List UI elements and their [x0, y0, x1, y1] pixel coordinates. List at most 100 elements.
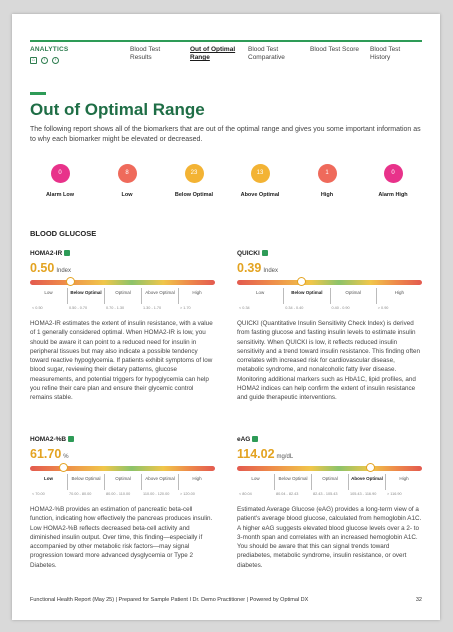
zone-label: Optimal: [311, 474, 348, 490]
marker-name-text: QUICKI: [237, 250, 260, 257]
marker-description: HOMA2-IR estimates the extent of insulin…: [30, 320, 213, 402]
zone-ranges: < 80.04 80.04 - 82.43 82.43 - 105.43 105.43…: [237, 492, 422, 498]
legend-label: Alarm High: [378, 192, 408, 198]
marker-value: 0.50 Index: [30, 259, 215, 277]
section-heading: BLOOD GLUCOSE: [30, 229, 97, 238]
marker-value-number: 0.39: [237, 261, 262, 275]
legend-item: 0 Alarm Low: [30, 164, 90, 198]
gauge-marker: [365, 463, 375, 472]
zone-range: 1.30 - 1.70: [143, 306, 162, 310]
marker-value: 61.70%: [30, 445, 215, 463]
zone-label: High: [385, 474, 422, 490]
marker-unit: Index: [263, 268, 279, 274]
marker-unit: Index: [56, 268, 72, 274]
zone-label: High: [178, 474, 215, 490]
zone-range: < 0.50: [32, 306, 43, 310]
zone-range: 0.50 - 0.70: [69, 306, 88, 310]
legend-label: Above Optimal: [240, 192, 280, 198]
marker-name: QUICKI: [237, 250, 422, 257]
gauge-marker: [297, 277, 307, 286]
marker-name-text: HOMA2-IR: [30, 250, 63, 257]
tab-out-of-optimal-range[interactable]: Out of Optimal Range: [190, 46, 236, 61]
marker-name: HOMA2-IR: [30, 250, 215, 257]
info-icon[interactable]: [252, 436, 259, 442]
info-icon[interactable]: [64, 250, 71, 256]
marker-card-homa2-b: HOMA2-%B 61.70% Low Below Optimal Optimal Abo…: [30, 436, 215, 570]
zone-label: Below Optimal: [274, 474, 311, 490]
zone-range: 110.00 - 120.00: [143, 492, 170, 496]
range-gauge: [237, 277, 422, 286]
zone-label: High: [375, 288, 422, 304]
nav-brand: ANALYTICS: [30, 46, 69, 53]
legend-item: 23 Below Optimal: [164, 164, 224, 198]
info-icon[interactable]: [68, 436, 75, 442]
zone-label: Below Optimal: [67, 474, 104, 490]
page-intro: The following report shows all of the bi…: [30, 126, 421, 143]
range-gauge: [30, 277, 215, 286]
zone-ranges: < 0.50 0.50 - 0.70 0.70 - 1.30 1.30 - 1.70 >…: [30, 306, 215, 312]
marker-description: QUICKI (Quantitative Insulin Sensitivity…: [237, 320, 420, 402]
marker-name: HOMA2-%B: [30, 436, 215, 443]
page-number: 32: [415, 597, 422, 603]
marker-description: HOMA2-%B provides an estimation of pancr…: [30, 506, 213, 569]
zone-labels: Low Below Optimal Optimal High: [237, 288, 422, 304]
zone-labels: Low Below Optimal Optimal Above Optimal High: [30, 474, 215, 490]
legend-item: 0 Alarm High: [363, 164, 423, 198]
info-icon[interactable]: [261, 250, 268, 256]
range-gauge: [237, 463, 422, 472]
tab-blood-test-results[interactable]: Blood Test Results: [130, 46, 161, 61]
zone-label: Optimal: [104, 288, 141, 304]
marker-value: 114.02 mg/dL: [237, 445, 422, 463]
title-accent: [30, 92, 46, 95]
page-title: Out of Optimal Range: [30, 100, 205, 119]
zone-range: 105.43 - 116.90: [350, 492, 377, 496]
tab-blood-test-score[interactable]: Blood Test Score: [310, 46, 360, 53]
zone-label: Low: [44, 476, 53, 481]
legend-item: 13 Above Optimal: [230, 164, 290, 198]
zone-range: 70.00 - 80.00: [69, 492, 92, 496]
legend-count-badge: 1: [317, 164, 337, 183]
legend-count-badge: 8: [117, 164, 137, 183]
zone-ranges: < 70.00 70.00 - 80.00 80.00 - 110.00 110.00…: [30, 492, 215, 498]
zone-label: Optimal: [329, 288, 376, 304]
nav-icon-group: ⌂ ‹ ›: [30, 57, 59, 64]
forward-icon[interactable]: ›: [52, 57, 59, 64]
marker-value-number: 114.02: [237, 447, 275, 461]
zone-range: 80.04 - 82.43: [276, 492, 299, 496]
home-icon[interactable]: ⌂: [30, 57, 37, 64]
zone-range: > 0.90: [377, 306, 389, 310]
tab-blood-test-history[interactable]: Blood Test History: [370, 46, 401, 61]
zone-label: Above Optimal: [141, 474, 178, 490]
zone-label: Low: [255, 290, 265, 295]
marker-unit: %: [63, 454, 69, 460]
zone-range: 0.34 - 0.40: [285, 306, 304, 310]
zone-label: Low: [44, 290, 53, 295]
legend-label: Alarm Low: [45, 192, 75, 198]
legend-count-badge: 23: [184, 164, 204, 183]
marker-card-eag: eAG 114.02 mg/dL Low Below Optimal Optimal Abo…: [237, 436, 422, 570]
footer-text: Functional Health Report (May 25) | Prep…: [30, 597, 309, 603]
range-gauge: [30, 463, 215, 472]
marker-name-text: eAG: [237, 436, 251, 443]
tab-blood-test-comparative[interactable]: Blood Test Comparative: [248, 46, 285, 61]
marker-card-quicki: QUICKI 0.39 Index Low Below Optimal Optimal Hi…: [237, 250, 422, 403]
zone-label: High: [178, 288, 215, 304]
marker-name: eAG: [237, 436, 422, 443]
marker-value-number: 61.70: [30, 447, 62, 461]
report-nav: ANALYTICS ⌂ ‹ › Blood Test Results Out o…: [30, 40, 422, 80]
zone-label: Low: [251, 476, 260, 481]
zone-range: > 116.90: [387, 492, 402, 496]
legend-label: High: [320, 192, 334, 198]
zone-range: < 80.04: [239, 492, 252, 496]
zone-label: Below Optimal: [67, 288, 104, 304]
marker-card-homa2-ir: HOMA2-IR 0.50 Index Low Below Optimal Optimal…: [30, 250, 215, 403]
marker-description: Estimated Average Glucose (eAG) provides…: [237, 506, 422, 569]
zone-label: Below Optimal: [283, 288, 329, 304]
back-icon[interactable]: ‹: [41, 57, 48, 64]
zone-label: Optimal: [104, 474, 141, 490]
zone-range: 0.40 - 0.90: [331, 306, 350, 310]
marker-name-text: HOMA2-%B: [30, 436, 67, 443]
zone-labels: Low Below Optimal Optimal Above Optimal High: [30, 288, 215, 304]
gauge-marker: [66, 277, 76, 286]
marker-value: 0.39 Index: [237, 259, 422, 277]
